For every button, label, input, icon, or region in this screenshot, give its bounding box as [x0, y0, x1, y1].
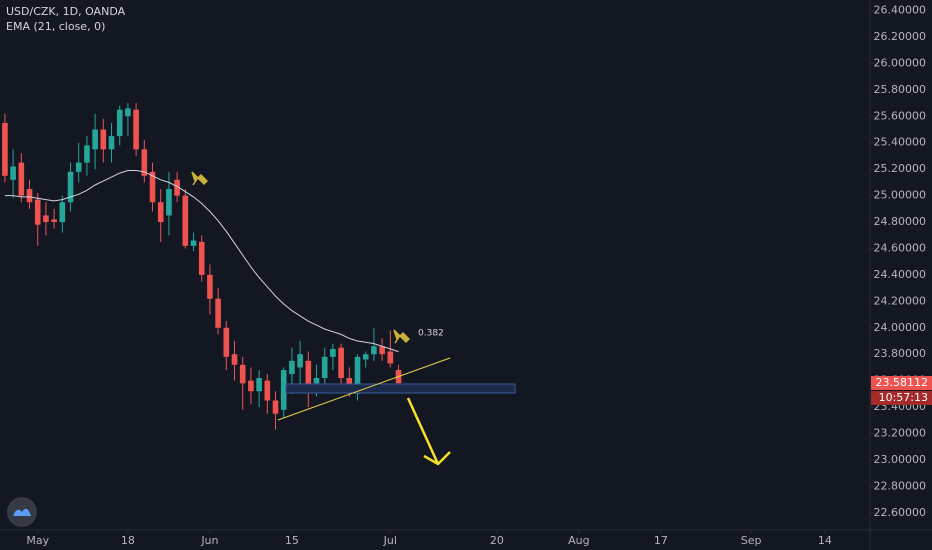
candle-body	[256, 378, 262, 392]
trend-line	[277, 357, 451, 421]
candle-body	[305, 360, 312, 388]
arrow-head	[423, 451, 451, 466]
y-tick-label: 26.40000	[874, 4, 927, 17]
y-tick-label: 26.20000	[874, 30, 927, 43]
y-tick-label: 24.00000	[874, 321, 927, 334]
y-tick-label: 24.40000	[874, 268, 927, 281]
candle-body	[264, 380, 271, 401]
y-tick-label: 23.80000	[874, 347, 927, 360]
candle-body	[231, 354, 238, 365]
candle-body	[215, 298, 221, 328]
x-tick-label: May	[26, 534, 49, 547]
candle-body	[362, 354, 369, 360]
candle-body	[248, 380, 254, 392]
candle-body	[223, 327, 230, 357]
x-tick-label: Sep	[741, 534, 762, 547]
y-tick-label: 22.60000	[874, 506, 927, 519]
candle-body	[26, 189, 33, 203]
x-tick-label: Aug	[568, 534, 589, 547]
candle-body	[92, 129, 98, 150]
countdown-box	[871, 391, 932, 405]
fib-label: 0.382	[418, 329, 444, 339]
x-tick-label: 17	[654, 534, 668, 547]
candle-body	[190, 240, 197, 246]
y-tick-label: 23.00000	[874, 453, 927, 466]
candle-body	[18, 162, 25, 196]
candle-body	[166, 189, 172, 216]
countdown: 10:57:13	[879, 391, 928, 404]
candle-body	[198, 241, 205, 275]
flag-icon	[393, 329, 411, 344]
candle-body	[272, 400, 279, 414]
y-tick-label: 22.80000	[874, 479, 927, 492]
candle-body	[297, 354, 303, 368]
candle-body	[280, 370, 287, 410]
candle-body	[313, 378, 320, 384]
candle-body	[157, 202, 164, 223]
y-tick-label: 25.00000	[874, 189, 927, 202]
x-tick-label: 14	[818, 534, 832, 547]
candle-body	[116, 109, 123, 137]
support-zone	[285, 383, 516, 394]
plot-area: 22.6000022.8000023.0000023.2000023.40000…	[2, 4, 926, 547]
candle-body	[379, 346, 385, 355]
arrow-shaft	[406, 397, 440, 465]
last-price: 23.58112	[876, 376, 929, 389]
y-tick-label: 24.80000	[874, 215, 927, 228]
candle-body	[125, 108, 131, 117]
candle-body	[43, 215, 49, 223]
candle-body	[321, 356, 328, 379]
ema-line	[4, 170, 399, 353]
y-tick-label: 24.60000	[874, 241, 927, 254]
y-tick-label: 26.00000	[874, 56, 927, 69]
candle-body	[133, 109, 139, 150]
candle-body	[108, 136, 115, 150]
candle-body	[387, 351, 394, 364]
candle-body	[100, 129, 107, 150]
candle-body	[174, 179, 180, 196]
x-tick-label: Jun	[200, 534, 218, 547]
candle-body	[338, 347, 344, 379]
indicator-legend: EMA (21, close, 0)	[6, 20, 105, 33]
candle-body	[10, 166, 16, 180]
y-tick-label: 25.80000	[874, 83, 927, 96]
price-label-box	[871, 376, 932, 390]
candle-body	[34, 199, 41, 225]
x-tick-label: 20	[490, 534, 504, 547]
x-tick-label: 18	[121, 534, 135, 547]
candle-body	[289, 360, 295, 375]
logo	[7, 497, 37, 527]
y-tick-label: 25.40000	[874, 136, 927, 149]
candle-body	[2, 122, 8, 176]
candle-body	[207, 274, 213, 299]
candle-body	[354, 356, 361, 394]
candle-body	[182, 195, 189, 246]
candle-body	[51, 219, 57, 223]
candle-body	[141, 149, 148, 176]
candle-body	[371, 346, 377, 355]
candle-body	[84, 145, 90, 163]
chart-title: USD/CZK, 1D, OANDA	[6, 5, 126, 18]
candle-body	[59, 202, 66, 223]
x-tick-label: Jul	[383, 534, 397, 547]
candle-body	[67, 171, 74, 203]
y-tick-label: 25.20000	[874, 162, 927, 175]
y-tick-label: 25.60000	[874, 109, 927, 122]
candle-body	[330, 348, 336, 357]
y-tick-label: 24.20000	[874, 294, 927, 307]
candle-body	[75, 162, 82, 172]
x-tick-label: 15	[285, 534, 299, 547]
candle-body	[149, 171, 156, 203]
flag-icon	[191, 171, 209, 186]
candle-body	[239, 364, 246, 384]
y-tick-label: 23.20000	[874, 427, 927, 440]
